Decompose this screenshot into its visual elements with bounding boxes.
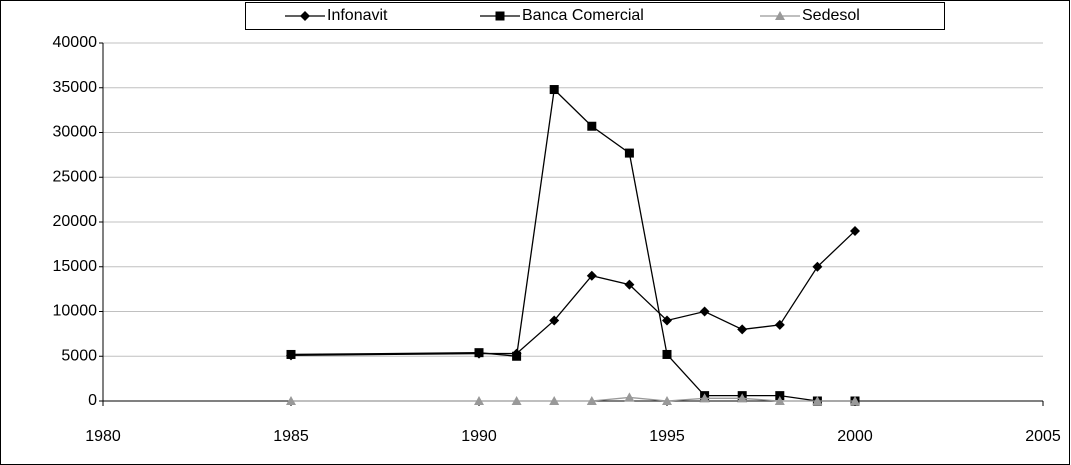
y-tick-label: 40000 [53, 34, 98, 51]
marker [549, 85, 559, 95]
series-line [291, 396, 855, 402]
marker [775, 391, 785, 401]
marker [774, 319, 785, 330]
marker [286, 349, 296, 359]
marker [512, 351, 522, 361]
marker [549, 396, 560, 405]
marker [286, 396, 296, 405]
marker [850, 396, 860, 405]
marker [300, 11, 310, 21]
legend-label: Infonavit [327, 7, 388, 24]
marker [662, 349, 672, 359]
y-tick-label: 0 [88, 392, 97, 409]
legend-label: Sedesol [802, 7, 860, 24]
marker [737, 324, 748, 335]
y-tick-label: 10000 [53, 303, 98, 320]
marker [737, 393, 748, 403]
y-tick-label: 35000 [53, 79, 98, 96]
series-line [290, 230, 856, 357]
marker [587, 121, 597, 131]
marker [662, 396, 672, 405]
marker [474, 348, 484, 358]
marker [662, 315, 672, 326]
marker [812, 396, 823, 405]
x-tick-label: 1985 [273, 428, 309, 445]
marker [586, 270, 597, 281]
x-tick-label: 1990 [461, 428, 497, 445]
marker [850, 225, 860, 236]
y-tick-label: 30000 [53, 124, 98, 141]
series-line [290, 88, 855, 402]
marker [699, 306, 710, 317]
marker [775, 11, 785, 20]
y-tick-label: 25000 [53, 168, 98, 185]
marker [586, 396, 597, 405]
x-tick-label: 2000 [837, 428, 873, 445]
marker [549, 315, 560, 326]
y-tick-label: 15000 [53, 258, 98, 275]
x-tick-label: 1980 [85, 428, 121, 445]
marker [495, 11, 505, 21]
marker [812, 261, 823, 272]
marker [624, 148, 634, 158]
marker [699, 393, 710, 403]
marker [624, 279, 635, 290]
marker [511, 396, 522, 405]
y-tick-label: 5000 [61, 347, 97, 364]
marker [774, 396, 785, 405]
marker [624, 392, 635, 402]
x-tick-label: 2005 [1025, 428, 1061, 445]
legend-label: Banca Comercial [522, 7, 644, 24]
y-tick-label: 20000 [53, 213, 98, 230]
x-tick-label: 1995 [649, 428, 685, 445]
legend-box [245, 2, 945, 30]
marker [474, 396, 484, 405]
